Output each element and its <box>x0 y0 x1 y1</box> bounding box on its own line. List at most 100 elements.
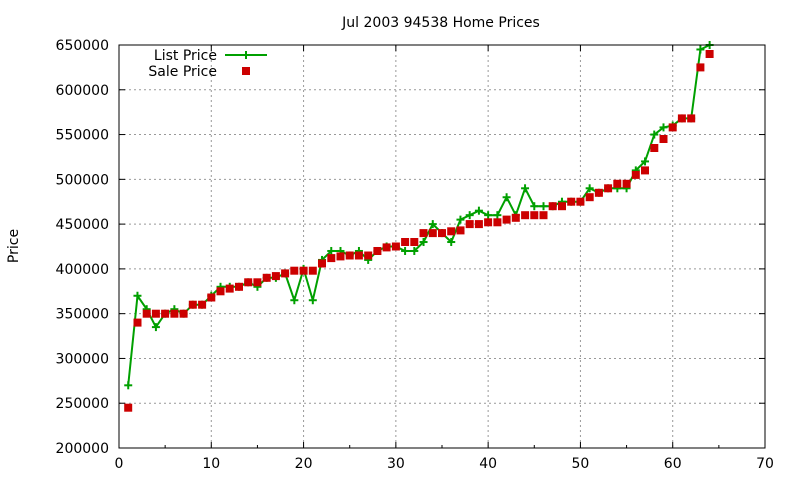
sale-price-point <box>465 220 474 229</box>
sale-price-point <box>604 184 613 193</box>
list-price-point <box>456 215 465 224</box>
sale-price-point <box>521 211 530 220</box>
y-tick-label: 400000 <box>56 262 109 278</box>
sale-price-point <box>696 63 705 72</box>
list-price-point <box>465 211 474 220</box>
sale-price-point <box>493 218 502 227</box>
sale-price-point <box>281 269 290 278</box>
x-tick-label: 10 <box>202 456 220 472</box>
sale-price-point <box>585 193 594 202</box>
x-tick-label: 60 <box>664 456 682 472</box>
list-price-point <box>484 211 493 220</box>
legend-sample-sale-price <box>242 67 250 75</box>
sale-price-point <box>345 251 354 260</box>
list-price-point <box>585 184 594 193</box>
list-price-point <box>151 323 160 332</box>
sale-price-point <box>484 218 493 227</box>
y-tick-label: 350000 <box>56 307 109 323</box>
y-axis-label: Price <box>6 229 22 263</box>
sale-price-point <box>659 135 668 143</box>
sale-price-point <box>705 50 714 58</box>
legend-label-sale-price: Sale Price <box>148 64 217 80</box>
sale-price-point <box>327 254 336 263</box>
y-tick-label: 300000 <box>56 351 109 367</box>
sale-price-point <box>225 284 234 293</box>
series-layer <box>124 41 714 412</box>
list-price-point <box>133 291 142 300</box>
sale-price-point <box>631 170 640 179</box>
list-price-point <box>447 238 456 247</box>
sale-price-point <box>124 403 133 412</box>
sale-price-point <box>161 309 170 318</box>
sale-price-point <box>641 166 649 175</box>
sale-price-point <box>216 287 225 296</box>
list-price-point <box>308 296 317 305</box>
grid <box>119 45 765 448</box>
series-line-list-price <box>127 44 711 386</box>
sale-price-point <box>502 215 511 224</box>
sale-price-point <box>244 278 253 287</box>
y-tick-label: 500000 <box>56 172 109 188</box>
sale-price-point <box>290 266 299 275</box>
y-tick-label: 200000 <box>56 441 109 457</box>
legend-sample-list-price <box>225 51 267 59</box>
sale-price-point <box>622 179 631 188</box>
sale-price-point <box>299 266 308 275</box>
sale-price-point <box>410 238 419 246</box>
x-tick-label: 40 <box>479 456 497 472</box>
sale-price-point <box>530 211 539 220</box>
list-price-point <box>124 381 133 390</box>
sale-price-point <box>447 227 456 236</box>
sale-price-point <box>364 251 373 260</box>
x-tick-label: 0 <box>115 456 124 472</box>
sale-price-point <box>271 272 280 281</box>
sale-price-point <box>262 273 271 282</box>
plot-frame <box>118 44 766 449</box>
list-price-point <box>401 246 410 255</box>
list-price-point <box>659 123 668 132</box>
sale-price-point <box>650 144 659 152</box>
x-tick-label: 50 <box>572 456 590 472</box>
sale-price-point <box>336 252 345 261</box>
y-tick-label: 650000 <box>56 38 109 54</box>
sale-price-point <box>391 242 400 251</box>
sale-price-point <box>567 197 576 206</box>
sale-price-point <box>354 251 363 260</box>
sale-price-point <box>428 229 437 238</box>
y-tick-label: 250000 <box>56 396 109 412</box>
list-price-point <box>539 202 548 211</box>
sale-price-point <box>419 229 428 238</box>
sale-price-point <box>687 114 696 123</box>
sale-price-point <box>170 309 179 318</box>
axis-ticks: 200000 250000 300000 350000 400000 450000 5000… <box>56 38 774 472</box>
sale-price-point <box>456 226 465 235</box>
list-price-point <box>410 246 419 255</box>
legend: List Price Sale Price <box>148 48 267 80</box>
sale-price-point <box>253 278 262 287</box>
x-tick-label: 30 <box>387 456 405 472</box>
sale-price-point <box>198 300 207 309</box>
sale-price-point <box>548 202 557 211</box>
sale-price-point <box>511 213 520 222</box>
sale-price-point <box>558 202 566 211</box>
sale-price-point <box>151 309 160 318</box>
list-price-point <box>474 206 483 215</box>
sale-price-point <box>188 300 197 309</box>
sale-price-point <box>474 220 483 229</box>
list-price-point <box>419 238 428 247</box>
list-price-point <box>502 193 511 202</box>
list-price-point <box>290 296 299 305</box>
legend-label-list-price: List Price <box>154 48 217 64</box>
x-tick-label: 70 <box>756 456 774 472</box>
list-price-point <box>428 220 437 229</box>
sale-price-point <box>677 114 686 123</box>
chart-title: Jul 2003 94538 Home Prices <box>341 15 540 31</box>
sale-price-point <box>318 259 326 268</box>
list-price-point <box>650 130 659 139</box>
sale-price-point <box>539 211 548 220</box>
sale-price-point <box>142 309 151 318</box>
y-tick-label: 550000 <box>56 128 109 144</box>
list-price-point <box>327 246 336 255</box>
sale-price-point <box>382 243 391 252</box>
